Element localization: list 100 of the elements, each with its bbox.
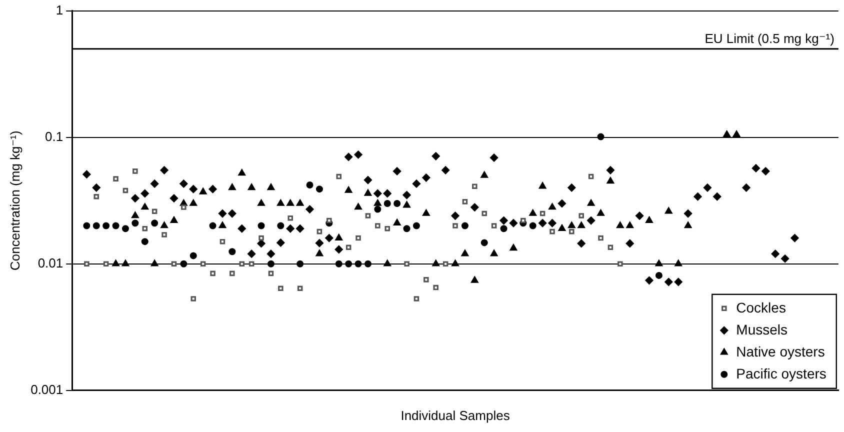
point: [529, 209, 537, 216]
point: [374, 206, 382, 213]
point: [608, 244, 614, 250]
point: [209, 222, 216, 230]
point: [520, 218, 526, 224]
point: [550, 228, 555, 234]
point: [461, 250, 469, 256]
point: [626, 221, 634, 228]
point: [568, 221, 576, 228]
point: [132, 220, 139, 227]
point: [354, 260, 362, 268]
point: [286, 199, 294, 206]
point: [655, 272, 662, 279]
y-tick-label: 0.01: [38, 255, 64, 270]
point: [482, 210, 488, 216]
point: [296, 260, 304, 268]
point: [200, 261, 206, 267]
point: [491, 223, 497, 228]
point: [723, 130, 731, 138]
point: [404, 261, 410, 267]
point: [142, 226, 148, 232]
point: [228, 183, 236, 190]
point: [356, 235, 361, 241]
point: [732, 130, 740, 138]
point: [375, 223, 380, 228]
point: [540, 210, 546, 216]
point: [190, 252, 197, 260]
point: [393, 218, 401, 226]
point: [414, 296, 420, 302]
point: [257, 199, 266, 206]
point: [354, 202, 362, 210]
point: [451, 260, 460, 266]
point: [578, 213, 584, 218]
point: [268, 270, 274, 276]
point: [248, 261, 254, 267]
point: [344, 186, 352, 193]
point: [587, 199, 595, 206]
point: [239, 261, 245, 267]
point: [335, 260, 342, 268]
point: [674, 260, 682, 266]
point: [588, 174, 594, 180]
point: [267, 183, 275, 190]
point: [151, 220, 158, 227]
point: [597, 133, 604, 140]
point: [422, 209, 430, 216]
point: [316, 186, 323, 193]
point: [684, 221, 692, 228]
point: [276, 199, 284, 206]
point: [598, 235, 604, 241]
legend-label: Pacific oysters: [736, 365, 826, 382]
point: [402, 201, 411, 208]
point: [529, 222, 536, 230]
point: [258, 222, 265, 230]
point: [364, 189, 372, 196]
point: [346, 244, 352, 250]
point: [548, 202, 556, 210]
point: [122, 260, 130, 266]
point: [645, 216, 654, 223]
point: [412, 222, 420, 230]
point: [510, 244, 518, 251]
point: [616, 221, 624, 228]
point: [558, 224, 566, 231]
point: [538, 182, 546, 189]
point: [277, 222, 284, 230]
point: [297, 286, 303, 292]
point: [461, 222, 468, 230]
point: [278, 286, 284, 292]
point: [160, 221, 168, 228]
point: [258, 235, 264, 241]
point: [94, 194, 100, 200]
point: [336, 174, 342, 180]
point: [150, 260, 158, 266]
point: [190, 199, 198, 206]
point: [345, 260, 352, 268]
legend-label: Cockles: [736, 299, 786, 316]
point: [228, 248, 236, 256]
point: [306, 182, 314, 189]
point: [480, 171, 488, 178]
point: [384, 260, 392, 266]
point: [442, 261, 448, 267]
y-axis-title: Concentration (mg kg⁻¹): [7, 130, 22, 271]
point: [113, 176, 118, 182]
point: [490, 250, 498, 256]
point: [112, 260, 120, 266]
legend-label: Mussels: [736, 321, 788, 338]
legend-label: Native oysters: [736, 343, 825, 360]
point: [84, 261, 90, 267]
point: [462, 199, 468, 204]
point: [141, 238, 148, 246]
point: [655, 260, 663, 266]
point: [181, 204, 186, 210]
point: [432, 260, 440, 266]
y-tick-label: 1: [56, 2, 64, 18]
point: [248, 183, 256, 190]
point: [141, 202, 149, 210]
point: [618, 261, 623, 267]
point: [122, 225, 129, 232]
point: [112, 222, 120, 230]
point: [433, 284, 439, 290]
point: [326, 218, 332, 224]
